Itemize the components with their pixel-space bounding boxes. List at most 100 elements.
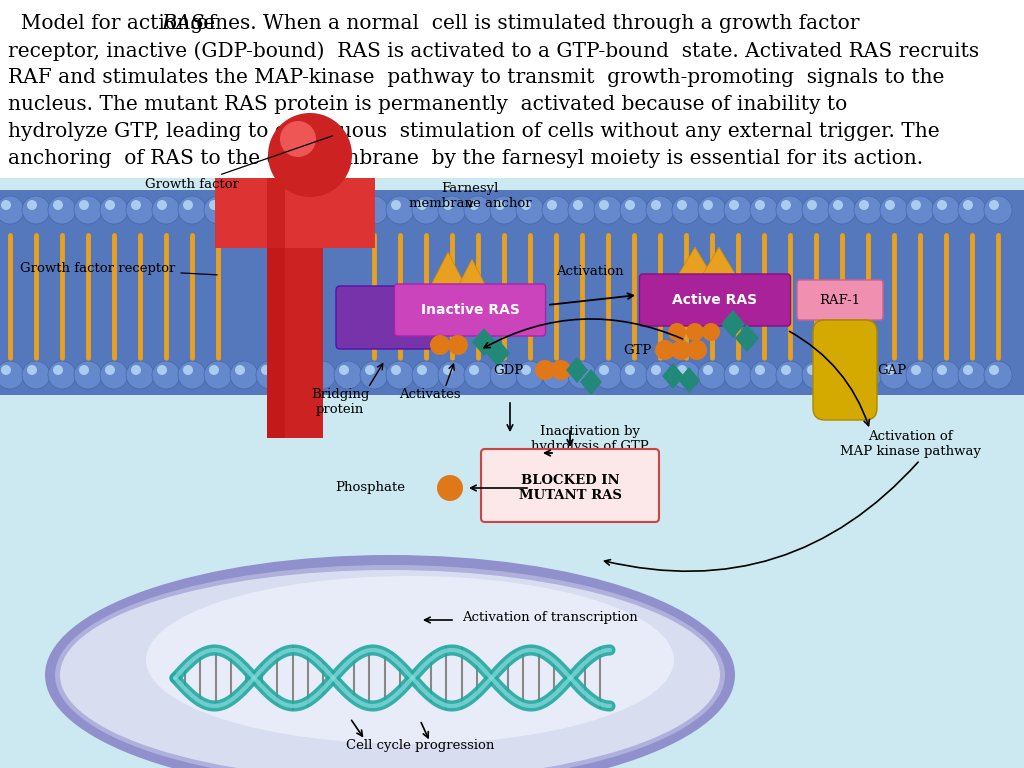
Circle shape (859, 365, 869, 375)
Circle shape (833, 200, 843, 210)
Text: BLOCKED IN
MUTANT RAS: BLOCKED IN MUTANT RAS (518, 474, 622, 502)
Text: Inactivation by
hydrolysis of GTP: Inactivation by hydrolysis of GTP (531, 425, 649, 453)
Circle shape (547, 200, 557, 210)
Circle shape (937, 200, 947, 210)
Circle shape (516, 361, 544, 389)
Text: Farnesyl
membrane anchor: Farnesyl membrane anchor (409, 182, 531, 210)
Polygon shape (678, 367, 700, 393)
Text: Activates: Activates (399, 388, 461, 401)
Circle shape (646, 361, 674, 389)
Circle shape (989, 200, 999, 210)
Circle shape (885, 365, 895, 375)
Text: Growth factor: Growth factor (145, 136, 333, 191)
Circle shape (551, 360, 571, 380)
Circle shape (490, 196, 518, 224)
Circle shape (885, 200, 895, 210)
Circle shape (126, 361, 154, 389)
Circle shape (22, 361, 50, 389)
Text: Growth factor receptor: Growth factor receptor (20, 262, 217, 275)
Polygon shape (566, 357, 588, 383)
Circle shape (261, 365, 271, 375)
Circle shape (131, 200, 141, 210)
Circle shape (131, 365, 141, 375)
Circle shape (802, 361, 830, 389)
Circle shape (535, 360, 555, 380)
Circle shape (880, 361, 908, 389)
Circle shape (802, 196, 830, 224)
Bar (0, 190, 1024, 395)
Circle shape (880, 196, 908, 224)
Circle shape (386, 361, 414, 389)
Circle shape (443, 365, 453, 375)
Text: Phosphate: Phosphate (335, 482, 406, 495)
Polygon shape (430, 252, 466, 287)
Circle shape (152, 361, 180, 389)
Circle shape (677, 200, 687, 210)
Circle shape (438, 196, 466, 224)
Circle shape (671, 340, 691, 360)
Circle shape (807, 200, 817, 210)
Text: Inactive RAS: Inactive RAS (421, 303, 519, 317)
FancyBboxPatch shape (336, 286, 434, 349)
Circle shape (287, 365, 297, 375)
Circle shape (672, 196, 700, 224)
Circle shape (698, 196, 726, 224)
Circle shape (334, 361, 362, 389)
Circle shape (126, 196, 154, 224)
Circle shape (437, 475, 463, 501)
Circle shape (651, 365, 662, 375)
Circle shape (599, 365, 609, 375)
Circle shape (27, 200, 37, 210)
Circle shape (74, 196, 102, 224)
Bar (267, 178, 323, 438)
Polygon shape (454, 259, 490, 294)
Ellipse shape (45, 555, 735, 768)
Text: anchoring  of RAS to the cell membrane  by the farnesyl moiety is essential for : anchoring of RAS to the cell membrane by… (8, 149, 923, 168)
Circle shape (724, 361, 752, 389)
Circle shape (911, 365, 921, 375)
Circle shape (937, 365, 947, 375)
Text: GDP: GDP (493, 363, 523, 376)
Circle shape (360, 361, 388, 389)
Circle shape (702, 323, 720, 341)
Circle shape (568, 361, 596, 389)
Circle shape (963, 365, 973, 375)
Circle shape (438, 361, 466, 389)
Circle shape (828, 361, 856, 389)
Text: RAF and stimulates the MAP-kinase  pathway to transmit  growth-promoting  signal: RAF and stimulates the MAP-kinase pathwa… (8, 68, 944, 87)
Circle shape (594, 361, 622, 389)
Circle shape (729, 200, 739, 210)
Circle shape (963, 200, 973, 210)
Circle shape (230, 196, 258, 224)
Circle shape (412, 361, 440, 389)
Circle shape (308, 361, 336, 389)
Circle shape (542, 361, 570, 389)
Circle shape (521, 365, 531, 375)
Circle shape (989, 365, 999, 375)
Text: RAF-1: RAF-1 (819, 293, 860, 306)
Circle shape (27, 365, 37, 375)
Circle shape (750, 361, 778, 389)
Bar (215, 178, 375, 248)
Bar (0, 178, 1024, 768)
Circle shape (755, 200, 765, 210)
Text: genes. When a normal  cell is stimulated through a growth factor: genes. When a normal cell is stimulated … (183, 14, 859, 33)
Circle shape (906, 361, 934, 389)
Circle shape (209, 200, 219, 210)
Circle shape (729, 365, 739, 375)
Circle shape (932, 196, 961, 224)
Circle shape (282, 361, 310, 389)
Circle shape (833, 365, 843, 375)
Circle shape (53, 200, 63, 210)
Circle shape (573, 365, 583, 375)
Text: GAP: GAP (877, 363, 906, 376)
Circle shape (781, 200, 791, 210)
Polygon shape (677, 247, 713, 277)
Circle shape (449, 335, 468, 355)
Circle shape (854, 361, 882, 389)
Circle shape (417, 200, 427, 210)
Circle shape (386, 196, 414, 224)
FancyBboxPatch shape (813, 320, 877, 420)
Text: Bridging
protein: Bridging protein (311, 388, 370, 416)
Circle shape (854, 196, 882, 224)
